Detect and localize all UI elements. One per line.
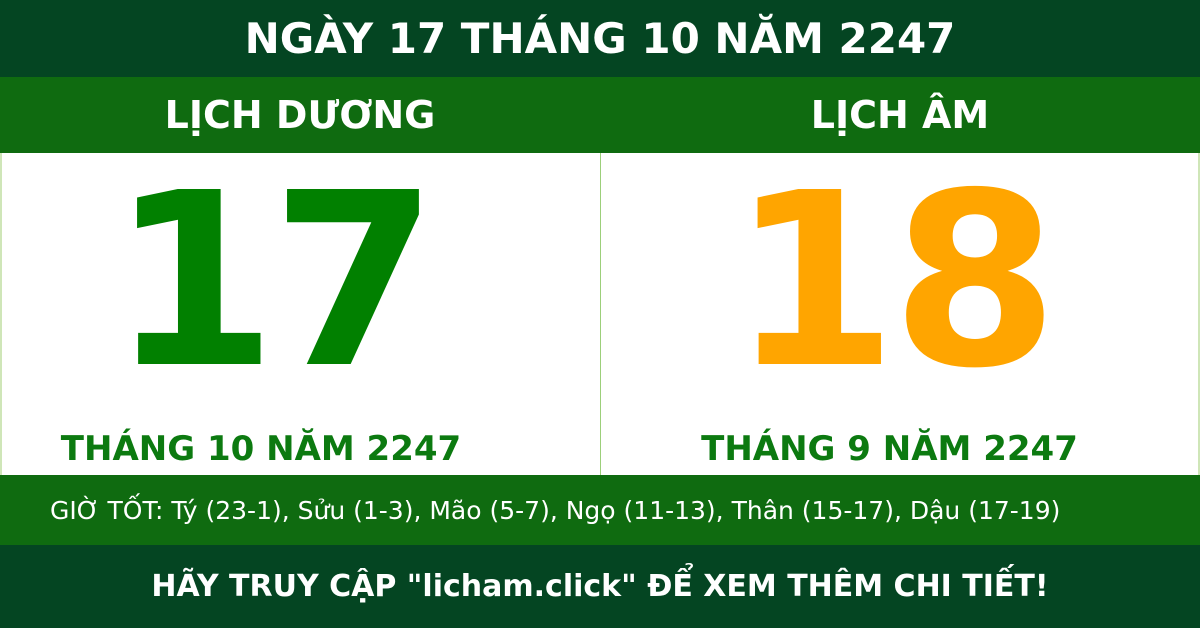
footer-cta: HÃY TRUY CẬP "licham.click" ĐỂ XEM THÊM … (0, 545, 1200, 628)
solar-month-year: THÁNG 10 NĂM 2247 (60, 429, 462, 469)
lunar-day: 18 (730, 141, 1059, 421)
solar-panel: 17 THÁNG 10 NĂM 2247 (0, 141, 600, 475)
good-hours: GIỜ TỐT: Tý (23-1), Sửu (1-3), Mão (5-7)… (0, 475, 1200, 545)
solar-calendar-label: LỊCH DƯƠNG (164, 93, 436, 137)
page-title: NGÀY 17 THÁNG 10 NĂM 2247 (0, 0, 1200, 77)
lunar-month-year: THÁNG 9 NĂM 2247 (701, 429, 1078, 469)
calendar-headers: LỊCH DƯƠNG LỊCH ÂM (0, 77, 1200, 153)
lunar-panel: 18 THÁNG 9 NĂM 2247 (600, 141, 1200, 475)
lunar-calendar-label: LỊCH ÂM (810, 93, 990, 137)
solar-day: 17 (110, 141, 438, 421)
